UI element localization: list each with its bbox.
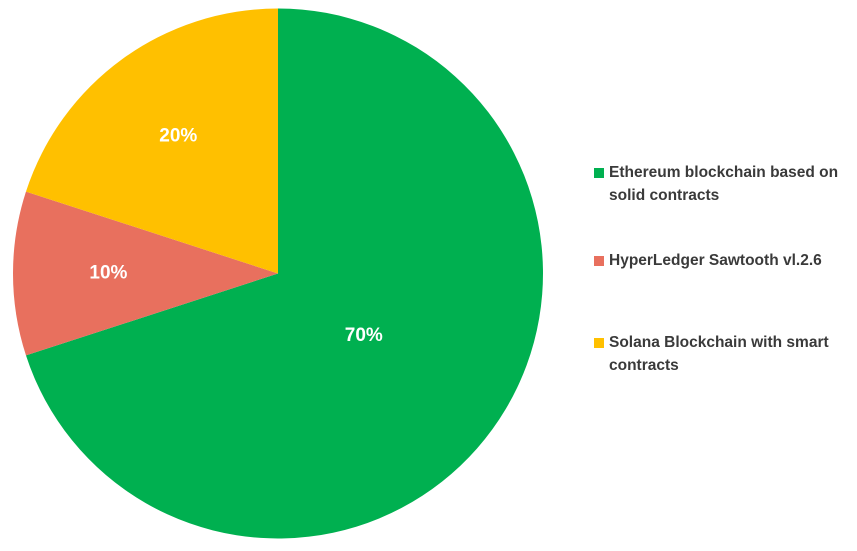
- pie-slice-ethereum: [25, 8, 543, 539]
- legend-item-ethereum: Ethereum blockchain based on solid contr…: [594, 161, 852, 207]
- data-label-hyperledger: 10%: [89, 263, 127, 284]
- legend-label-ethereum: Ethereum blockchain based on solid contr…: [609, 164, 839, 204]
- legend-item-hyperledger: HyperLedger Sawtooth vl.2.6: [594, 249, 822, 272]
- legend-swatch-solana: [594, 338, 604, 348]
- legend-swatch-hyperledger: [594, 256, 604, 266]
- data-label-solana: 20%: [159, 125, 197, 146]
- legend-label-hyperledger: HyperLedger Sawtooth vl.2.6: [609, 252, 822, 269]
- data-label-ethereum: 70%: [345, 325, 383, 346]
- pie-slice-hyperledger: [12, 191, 278, 356]
- pie-slice-solana: [25, 8, 278, 274]
- legend-item-solana: Solana Blockchain with smart contracts: [594, 331, 852, 377]
- legend-swatch-ethereum: [594, 168, 604, 178]
- legend-label-solana: Solana Blockchain with smart contracts: [609, 334, 829, 374]
